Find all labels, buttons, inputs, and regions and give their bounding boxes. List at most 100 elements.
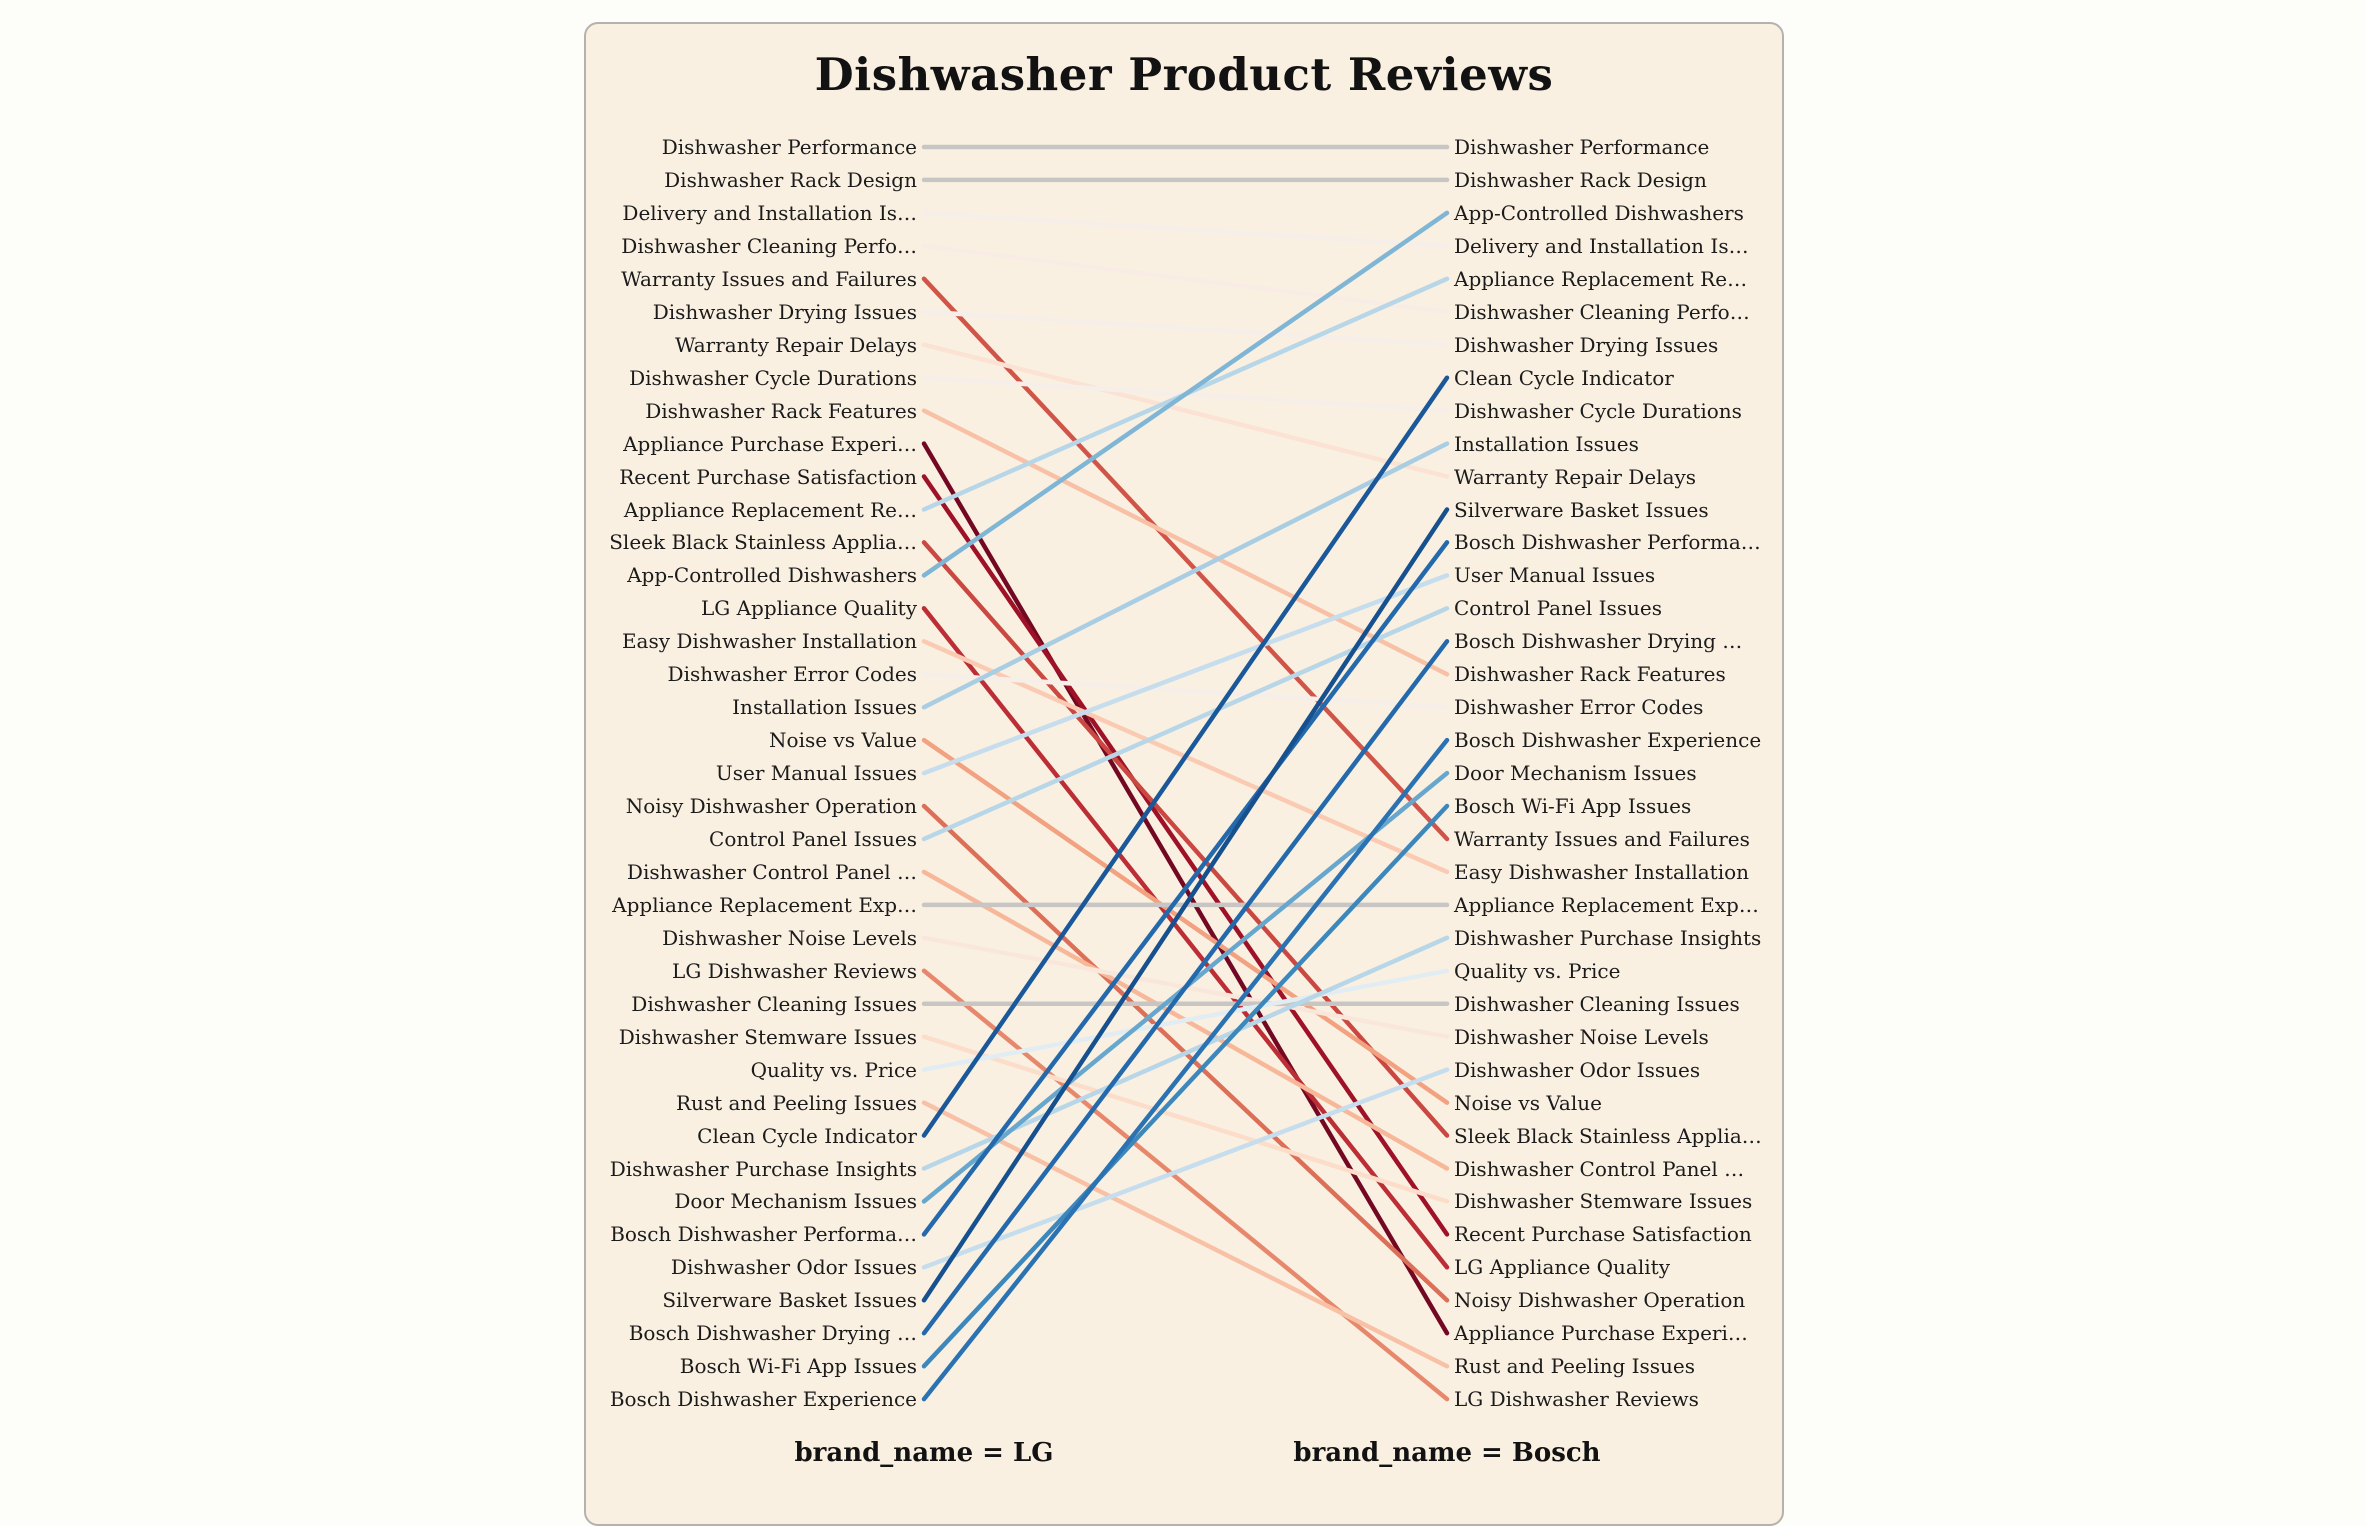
slope-line [921, 243, 1450, 315]
right-category-label: Bosch Dishwasher Performa… [1454, 530, 1761, 555]
right-category-label: Easy Dishwasher Installation [1454, 859, 1750, 884]
right-category-label: Noise vs Value [1454, 1090, 1602, 1115]
right-category-label: Warranty Issues and Failures [1454, 827, 1750, 851]
slope-line [921, 441, 1450, 710]
right-category-label: Clean Cycle Indicator [1454, 365, 1674, 390]
slope-line [921, 210, 1450, 578]
left-category-label: Dishwasher Noise Levels [662, 925, 917, 950]
left-category-label: Delivery and Installation Is… [622, 200, 917, 225]
left-category-label: Appliance Replacement Exp… [612, 892, 917, 917]
slope-line [921, 803, 1450, 1369]
left-category-label: Warranty Issues and Failures [621, 266, 917, 291]
left-category-label: Dishwasher Control Panel … [626, 859, 917, 884]
left-category-label: Quality vs. Price [750, 1057, 917, 1082]
left-category-label: Noise vs Value [769, 728, 917, 753]
slope-line [921, 1100, 1450, 1369]
slope-line [921, 408, 1450, 677]
chart-card: Dishwasher Performance Dishwasher Rack De… [584, 22, 1784, 1526]
left-category-label: Bosch Dishwasher Experience [609, 1387, 917, 1412]
slope-line [921, 1034, 1450, 1204]
left-category-label: Bosch Dishwasher Performa… [610, 1222, 917, 1247]
left-category-label: Recent Purchase Satisfaction [619, 464, 917, 489]
left-axis-label: brand_name = LG [794, 1438, 1054, 1468]
right-category-label: Warranty Repair Delays [1454, 464, 1697, 489]
right-category-label: Dishwasher Drying Issues [1454, 332, 1719, 357]
left-category-label: Dishwasher Rack Features [645, 398, 917, 423]
left-category-label: Door Mechanism Issues [674, 1189, 917, 1214]
right-category-label: Installation Issues [1454, 431, 1639, 456]
right-category-label: Dishwasher Rack Features [1454, 662, 1726, 687]
left-category-label: Dishwasher Cleaning Issues [631, 991, 917, 1016]
left-category-label: Dishwasher Purchase Insights [609, 1156, 917, 1181]
right-category-label: Dishwasher Rack Design [1454, 167, 1707, 192]
right-category-label: Appliance Purchase Experi… [1454, 1321, 1748, 1346]
left-category-label: App-Controlled Dishwashers [627, 563, 917, 588]
right-category-label: Recent Purchase Satisfaction [1454, 1222, 1752, 1247]
right-category-label: Sleek Black Stainless Applia… [1454, 1123, 1762, 1148]
right-category-label: Control Panel Issues [1454, 596, 1662, 621]
slope-line [921, 540, 1450, 1237]
left-category-label: Rust and Peeling Issues [675, 1090, 917, 1115]
left-category-label: User Manual Issues [715, 761, 917, 786]
slope-line [921, 474, 1450, 1237]
slope-line [921, 968, 1450, 1072]
slope-line [921, 639, 1450, 1336]
right-category-label: Dishwasher Cycle Durations [1454, 398, 1742, 423]
slope-line [921, 606, 1450, 842]
slope-line [921, 737, 1450, 1402]
left-category-label: LG Dishwasher Reviews [672, 958, 917, 983]
right-category-label: Quality vs. Price [1454, 958, 1621, 983]
right-category-label: Dishwasher Cleaning Perfo… [1454, 299, 1750, 324]
left-category-label: Dishwasher Stemware Issues [618, 1024, 917, 1049]
slope-line [921, 671, 1450, 710]
left-category-label: Warranty Repair Delays [674, 332, 917, 357]
right-category-label: Bosch Dishwasher Experience [1454, 728, 1762, 753]
right-category-label: Noisy Dishwasher Operation [1454, 1288, 1746, 1313]
left-category-label: Sleek Black Stainless Applia… [609, 530, 917, 555]
left-category-label: Bosch Dishwasher Drying … [628, 1321, 917, 1346]
left-category-label: Control Panel Issues [709, 827, 917, 851]
right-category-label: Dishwasher Stemware Issues [1454, 1189, 1753, 1214]
slope-line [921, 507, 1450, 1303]
slope-lines-svg [921, 144, 1450, 1402]
left-category-label: LG Appliance Quality [701, 596, 917, 621]
right-category-label: Dishwasher Error Codes [1454, 695, 1704, 720]
left-category-label: Appliance Replacement Re… [623, 497, 917, 522]
right-category-label: Dishwasher Purchase Insights [1454, 925, 1762, 950]
slope-line [921, 606, 1450, 1270]
left-category-label: Dishwasher Cleaning Perfo… [621, 233, 917, 258]
right-category-label: LG Dishwasher Reviews [1454, 1387, 1699, 1412]
right-category-label: Delivery and Installation Is… [1454, 233, 1749, 258]
right-axis-label: brand_name = Bosch [1293, 1438, 1601, 1468]
right-category-label: Appliance Replacement Re… [1454, 266, 1748, 291]
right-category-label: Dishwasher Performance [1454, 135, 1710, 159]
right-category-label: LG Appliance Quality [1454, 1255, 1670, 1280]
left-category-label: Appliance Purchase Experi… [623, 431, 917, 456]
left-category-label: Dishwasher Rack Design [664, 167, 917, 192]
left-category-label: Dishwasher Odor Issues [670, 1255, 917, 1280]
slope-line [921, 968, 1450, 1402]
left-category-label: Silverware Basket Issues [662, 1288, 917, 1313]
right-category-label: Silverware Basket Issues [1454, 497, 1709, 522]
right-category-label: Bosch Dishwasher Drying … [1454, 629, 1743, 654]
right-category-label: App-Controlled Dishwashers [1454, 200, 1744, 225]
slope-line [921, 309, 1450, 347]
slope-line [921, 210, 1450, 249]
right-category-label: User Manual Issues [1454, 563, 1656, 588]
slope-line [921, 1067, 1450, 1270]
right-category-label: Dishwasher Cleaning Issues [1454, 991, 1740, 1016]
left-category-label: Dishwasher Drying Issues [652, 299, 917, 324]
right-category-label: Dishwasher Control Panel … [1454, 1156, 1745, 1181]
slope-line [921, 573, 1450, 776]
left-category-label: Dishwasher Performance [661, 135, 917, 159]
left-category-label: Dishwasher Error Codes [667, 662, 917, 687]
left-category-label: Clean Cycle Indicator [697, 1123, 917, 1148]
slope-line [921, 540, 1450, 1138]
left-category-label: Installation Issues [732, 695, 917, 720]
right-category-label: Rust and Peeling Issues [1454, 1354, 1696, 1379]
left-category-label: Bosch Wi-Fi App Issues [679, 1354, 917, 1379]
right-category-label: Dishwasher Noise Levels [1454, 1024, 1709, 1049]
left-category-label: Noisy Dishwasher Operation [625, 794, 917, 818]
right-category-label: Dishwasher Odor Issues [1454, 1057, 1701, 1082]
slope-line [921, 375, 1450, 1138]
